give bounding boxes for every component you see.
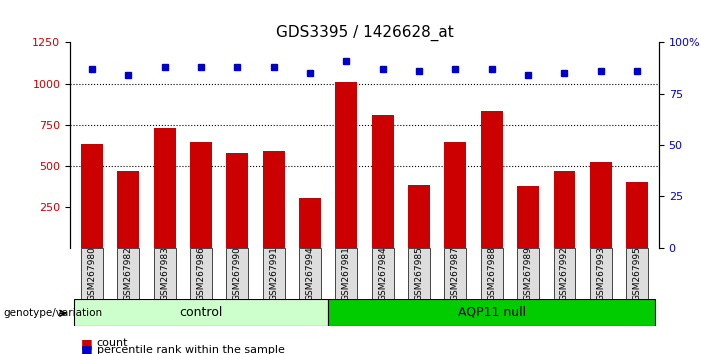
- FancyBboxPatch shape: [626, 248, 648, 299]
- Bar: [517, 186, 539, 248]
- Text: genotype/variation: genotype/variation: [4, 308, 102, 318]
- Text: GSM267995: GSM267995: [632, 246, 641, 301]
- FancyBboxPatch shape: [299, 248, 321, 299]
- FancyBboxPatch shape: [263, 248, 285, 299]
- Bar: [554, 171, 576, 248]
- Bar: [81, 144, 103, 248]
- Text: AQP11 null: AQP11 null: [458, 306, 526, 319]
- Text: GSM267984: GSM267984: [379, 246, 387, 301]
- FancyBboxPatch shape: [74, 299, 328, 326]
- Bar: [299, 198, 321, 248]
- Text: ■: ■: [81, 343, 93, 354]
- Text: GSM267985: GSM267985: [414, 246, 423, 301]
- FancyBboxPatch shape: [590, 248, 612, 299]
- Text: GSM267986: GSM267986: [196, 246, 205, 301]
- Text: GSM267982: GSM267982: [124, 246, 132, 301]
- Bar: [226, 153, 248, 248]
- Bar: [190, 142, 212, 248]
- Text: GSM267991: GSM267991: [269, 246, 278, 301]
- Text: GSM267989: GSM267989: [524, 246, 533, 301]
- FancyBboxPatch shape: [336, 248, 358, 299]
- Bar: [117, 171, 139, 248]
- FancyBboxPatch shape: [190, 248, 212, 299]
- Text: control: control: [179, 306, 223, 319]
- Bar: [336, 82, 358, 248]
- FancyBboxPatch shape: [117, 248, 139, 299]
- Text: GSM267983: GSM267983: [160, 246, 169, 301]
- Bar: [444, 142, 466, 248]
- FancyBboxPatch shape: [226, 248, 248, 299]
- FancyBboxPatch shape: [481, 248, 503, 299]
- Text: GSM267990: GSM267990: [233, 246, 242, 301]
- Text: GSM267980: GSM267980: [88, 246, 97, 301]
- FancyBboxPatch shape: [372, 248, 393, 299]
- FancyBboxPatch shape: [517, 248, 539, 299]
- FancyBboxPatch shape: [444, 248, 466, 299]
- FancyBboxPatch shape: [81, 248, 103, 299]
- Text: GSM267988: GSM267988: [487, 246, 496, 301]
- FancyBboxPatch shape: [408, 248, 430, 299]
- Bar: [626, 182, 648, 248]
- Text: percentile rank within the sample: percentile rank within the sample: [97, 345, 285, 354]
- Bar: [372, 115, 393, 248]
- FancyBboxPatch shape: [154, 248, 175, 299]
- Bar: [154, 128, 175, 248]
- Title: GDS3395 / 1426628_at: GDS3395 / 1426628_at: [275, 25, 454, 41]
- FancyBboxPatch shape: [328, 299, 655, 326]
- Text: GSM267992: GSM267992: [560, 246, 569, 301]
- Bar: [408, 184, 430, 248]
- Text: GSM267993: GSM267993: [597, 246, 605, 301]
- Text: ■: ■: [81, 337, 93, 350]
- Bar: [481, 112, 503, 248]
- Bar: [263, 151, 285, 248]
- Bar: [590, 162, 612, 248]
- FancyBboxPatch shape: [554, 248, 576, 299]
- Text: GSM267987: GSM267987: [451, 246, 460, 301]
- Text: count: count: [97, 338, 128, 348]
- Text: GSM267994: GSM267994: [306, 246, 315, 301]
- Text: GSM267981: GSM267981: [342, 246, 350, 301]
